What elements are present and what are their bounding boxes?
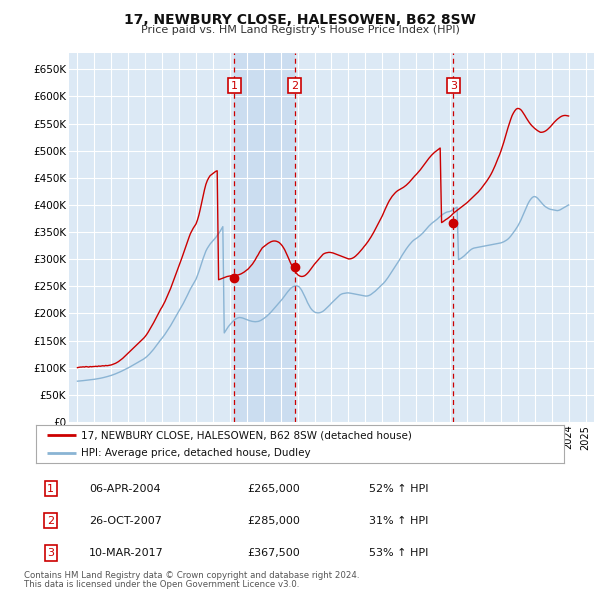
Text: 53% ↑ HPI: 53% ↑ HPI [368,548,428,558]
Text: 17, NEWBURY CLOSE, HALESOWEN, B62 8SW: 17, NEWBURY CLOSE, HALESOWEN, B62 8SW [124,13,476,27]
Text: 26-OCT-2007: 26-OCT-2007 [89,516,161,526]
Text: Price paid vs. HM Land Registry's House Price Index (HPI): Price paid vs. HM Land Registry's House … [140,25,460,35]
Text: 31% ↑ HPI: 31% ↑ HPI [368,516,428,526]
Text: 3: 3 [47,548,54,558]
Text: £367,500: £367,500 [247,548,300,558]
Text: 2: 2 [47,516,55,526]
Text: 52% ↑ HPI: 52% ↑ HPI [368,484,428,493]
Text: This data is licensed under the Open Government Licence v3.0.: This data is licensed under the Open Gov… [24,580,299,589]
Text: £265,000: £265,000 [247,484,300,493]
Text: Contains HM Land Registry data © Crown copyright and database right 2024.: Contains HM Land Registry data © Crown c… [24,571,359,580]
Text: 1: 1 [231,81,238,91]
Text: 1: 1 [47,484,54,493]
Text: 17, NEWBURY CLOSE, HALESOWEN, B62 8SW (detached house): 17, NEWBURY CLOSE, HALESOWEN, B62 8SW (d… [81,430,412,440]
Text: 10-MAR-2017: 10-MAR-2017 [89,548,164,558]
Text: 2: 2 [291,81,298,91]
Text: £285,000: £285,000 [247,516,300,526]
Text: HPI: Average price, detached house, Dudley: HPI: Average price, detached house, Dudl… [81,448,311,458]
Text: 06-APR-2004: 06-APR-2004 [89,484,160,493]
Bar [235,53,295,422]
Text: 3: 3 [450,81,457,91]
